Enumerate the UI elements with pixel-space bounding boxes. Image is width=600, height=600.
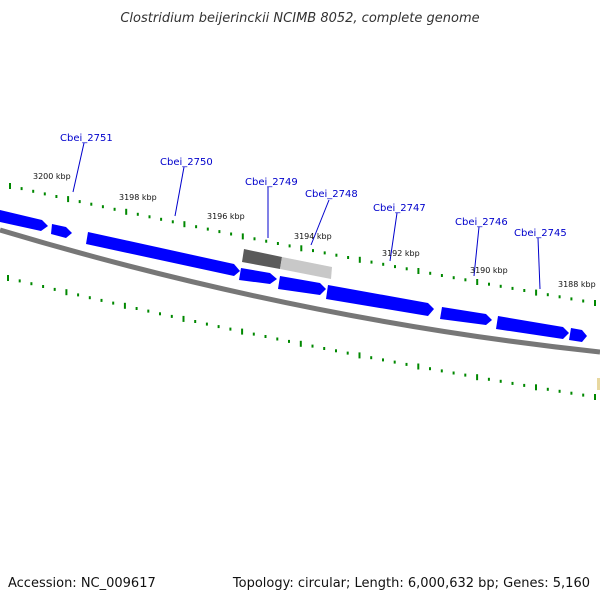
position-label-3192-kbp: 3192 kbp [382,249,420,258]
gene-label-leader [537,237,541,290]
gene-label-cbei-2750[interactable]: Cbei_2750 [160,157,213,168]
gene-label-leader [310,199,330,246]
tick-row-upper [9,183,596,306]
gene-arrow[interactable] [239,268,277,284]
gene-label-leader [174,166,185,217]
tick-row-lower [7,275,596,400]
gene-arrow[interactable] [51,224,72,238]
gene-label-cbei-2747[interactable]: Cbei_2747 [373,203,426,214]
gene-arrow[interactable] [569,328,587,342]
position-label-3198-kbp: 3198 kbp [119,193,157,202]
selected-feature-dark[interactable] [242,249,282,269]
genome-summary-text: Topology: circular; Length: 6,000,632 bp… [232,576,590,591]
gene-arrow[interactable] [0,210,48,231]
edge-marker [597,378,600,390]
position-label-3190-kbp: 3190 kbp [470,266,508,275]
gene-label-cbei-2749[interactable]: Cbei_2749 [245,177,298,188]
gene-arrow[interactable] [278,276,326,295]
gene-label-cbei-2745[interactable]: Cbei_2745 [514,228,567,239]
selected-feature-light[interactable] [280,257,332,279]
gene-arrow[interactable] [440,307,492,325]
gene-arrow[interactable] [326,285,434,316]
genome-backbone [0,227,600,355]
gene-label-cbei-2751[interactable]: Cbei_2751 [60,133,113,144]
gene-label-cbei-2748[interactable]: Cbei_2748 [305,189,358,200]
map-title: Clostridium beijerinckii NCIMB 8052, com… [120,11,479,26]
gene-arrow[interactable] [496,316,569,339]
gene-arrow[interactable] [86,232,240,276]
gene-label-cbei-2746[interactable]: Cbei_2746 [455,217,508,228]
gene-label-leader [389,212,398,262]
position-label-3194-kbp: 3194 kbp [294,232,332,241]
position-label-3196-kbp: 3196 kbp [207,212,245,221]
position-label-3188-kbp: 3188 kbp [558,280,596,289]
gene-label-leader [72,142,85,193]
accession-text: Accession: NC_009617 [8,576,156,591]
position-label-3200-kbp: 3200 kbp [33,172,71,181]
gene-label-leader [473,226,480,277]
